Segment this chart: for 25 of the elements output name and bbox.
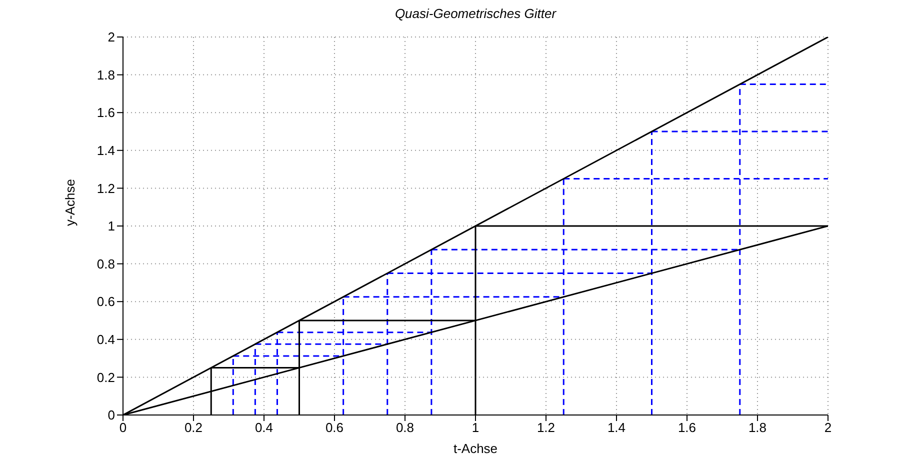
y-tick-label: 1	[108, 218, 115, 234]
x-tick-label: 1.2	[536, 420, 556, 436]
x-tick-label: 1.4	[607, 420, 626, 436]
y-tick-label: 1.4	[96, 143, 115, 158]
y-tick-label: 2	[108, 30, 115, 45]
x-tick-label: 1	[472, 420, 480, 436]
y-axis-title: y-Achse	[62, 179, 78, 226]
y-tick-label: 0.6	[96, 294, 115, 310]
y-tick-label: 0.4	[96, 332, 115, 348]
x-tick-label: 2	[824, 420, 832, 436]
y-tick-label: 0	[108, 408, 115, 423]
x-tick-label: 1.6	[678, 420, 696, 436]
y-tick-label: 0.8	[96, 256, 115, 272]
y-tick-label: 1.6	[96, 105, 115, 120]
y-tick-label: 1.8	[96, 67, 115, 82]
x-axis-title: t-Achse	[453, 441, 498, 456]
chart-title: Quasi-Geometrisches Gitter	[394, 6, 558, 21]
x-tick-label: 1.8	[748, 420, 767, 436]
x-tick-label: 0.2	[184, 420, 203, 436]
x-tick-label: 0	[119, 420, 127, 436]
x-tick-label: 0.8	[396, 420, 414, 436]
x-tick-label: 0.6	[325, 420, 344, 436]
y-tick-label: 1.2	[96, 180, 115, 196]
x-tick-label: 0.4	[254, 420, 274, 436]
y-tick-label: 0.2	[96, 370, 115, 385]
